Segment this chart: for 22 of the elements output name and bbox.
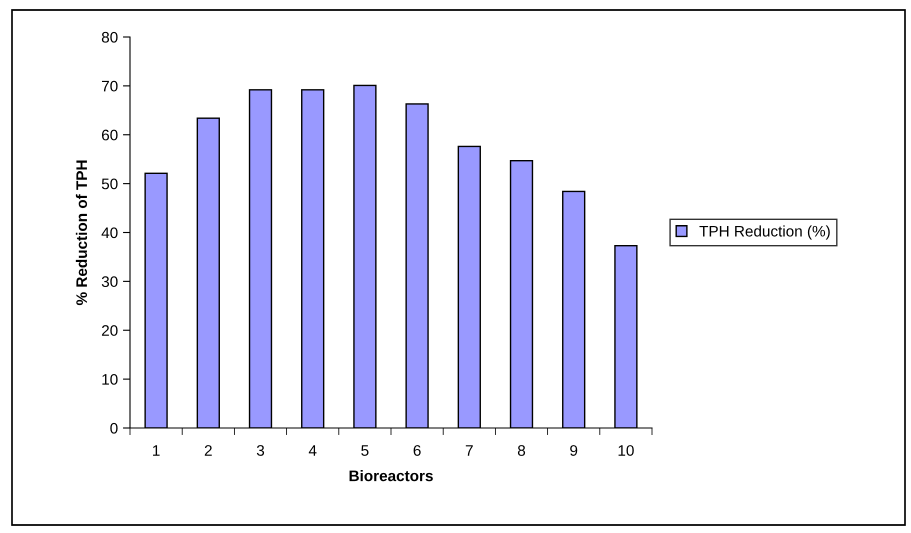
legend-label: TPH Reduction (%) [699,225,830,240]
x-tick-label: 3 [256,445,264,456]
x-axis-title: Bioreactors [350,470,433,482]
y-tick-label: 70 [102,80,118,92]
x-tick-label: 10 [618,445,634,456]
x-tick-label: 7 [466,445,473,456]
x-tick-label: 6 [414,445,421,456]
x-tick-label: 8 [518,445,526,456]
y-tick-label: 0 [110,422,118,434]
x-tick-label: 4 [308,445,316,456]
y-axis-title: % Reduction of TPH [76,160,88,306]
y-tick-label: 80 [102,32,118,43]
x-tick-label: 2 [204,445,212,456]
y-tick-label: 10 [102,374,118,385]
x-tick-label: 9 [570,445,578,456]
y-tick-label: 40 [102,227,118,238]
y-tick-label: 50 [102,178,118,190]
x-tick-label: 1 [153,445,160,456]
x-tick-label: 5 [361,445,369,456]
y-tick-label: 20 [102,325,118,336]
y-tick-label: 30 [102,276,118,288]
y-tick-label: 60 [102,130,118,140]
